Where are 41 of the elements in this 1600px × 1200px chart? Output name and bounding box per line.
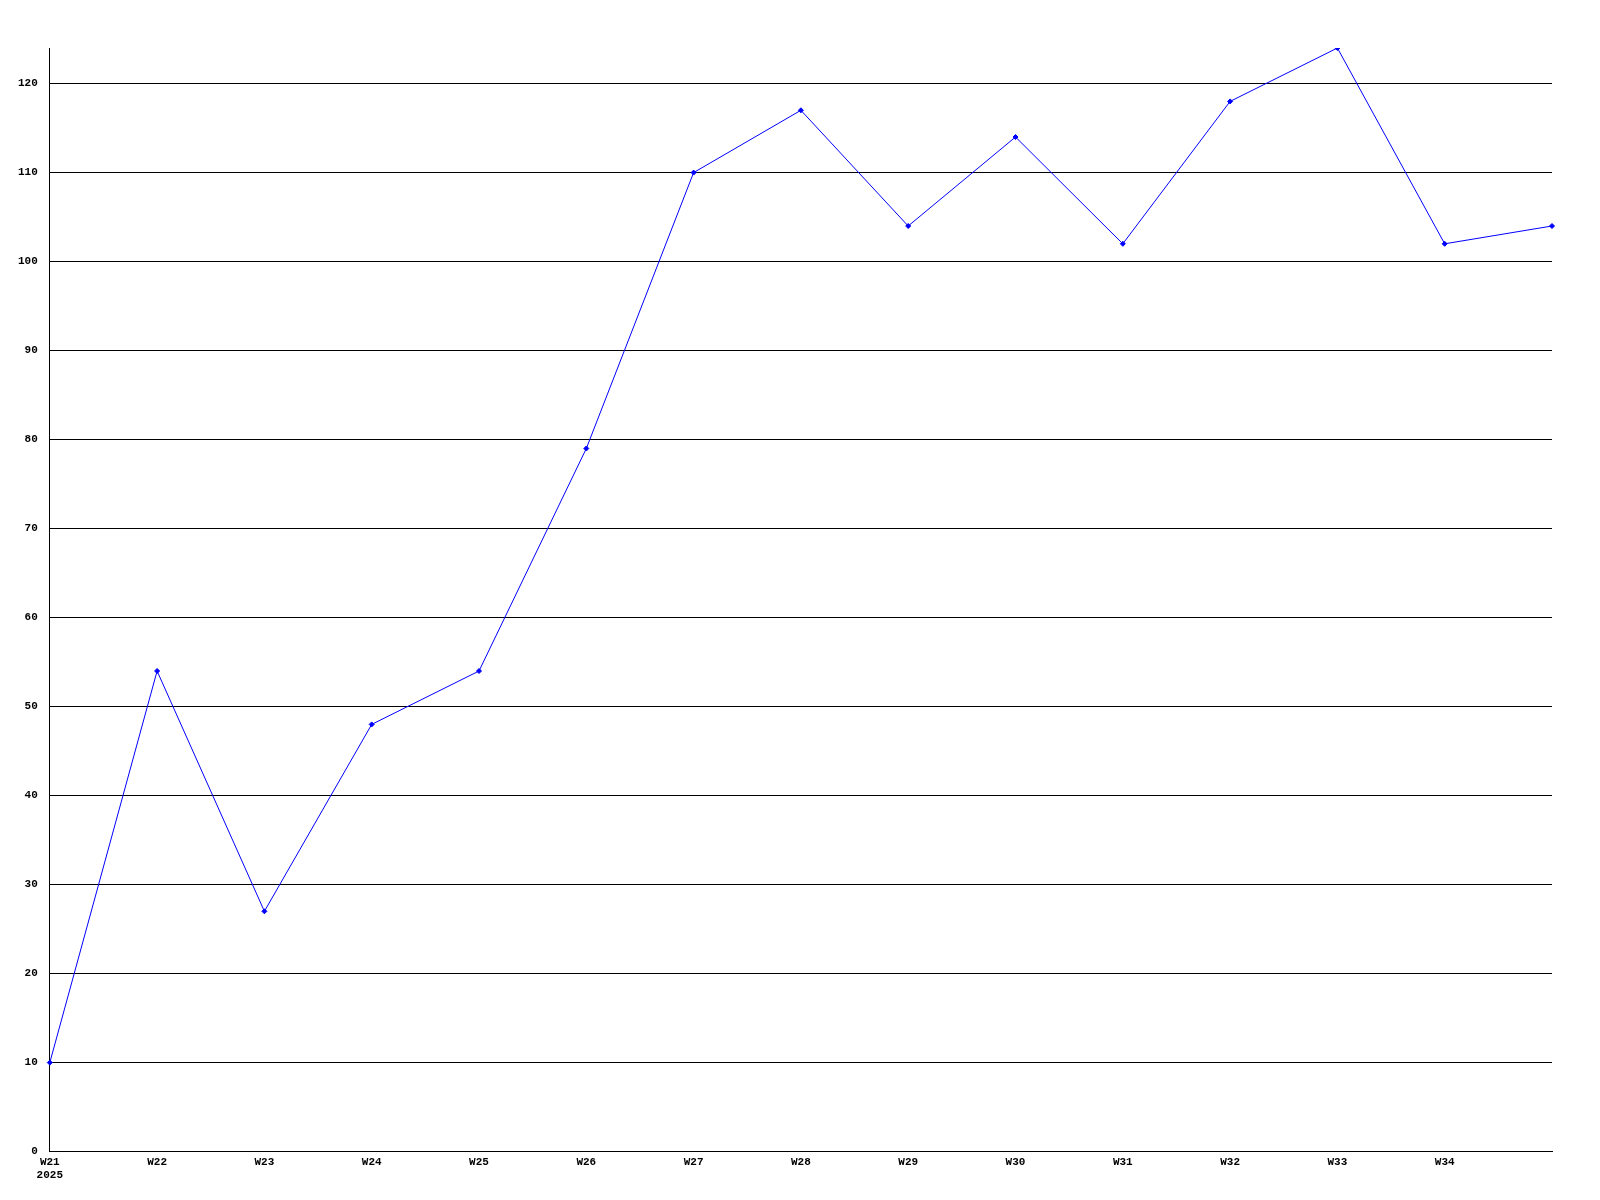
y-tick-label: 40 [24, 789, 38, 802]
point [368, 721, 375, 728]
y-tick-label: 60 [24, 611, 38, 624]
point [1119, 240, 1126, 247]
point [476, 668, 482, 674]
y-tick-label: 10 [24, 1056, 38, 1069]
y-tick-label: 70 [24, 522, 38, 535]
y-tick-label: 50 [24, 700, 38, 713]
y-tick-label: 20 [24, 967, 38, 980]
x-tick-label: W27 [683, 1155, 704, 1168]
y-tick-label: 0 [31, 1145, 38, 1158]
y-tick-label: 100 [17, 255, 38, 268]
point [154, 668, 161, 674]
point [1227, 98, 1234, 105]
point [1549, 223, 1555, 229]
point [1441, 240, 1448, 247]
x-tick-label: W24 [361, 1155, 382, 1168]
point [583, 445, 590, 452]
x-tick-label: W26 [576, 1155, 597, 1168]
x-tick-label: W23 [254, 1155, 275, 1168]
x-tick-label: W25 [469, 1155, 490, 1168]
point [261, 908, 268, 915]
y-tick-label: 90 [24, 344, 38, 357]
x-tick-label: W22 [147, 1155, 168, 1168]
point [1012, 134, 1019, 140]
x-tick-label: W30 [1005, 1155, 1026, 1168]
y-tick-label: 110 [17, 166, 38, 179]
point [46, 1059, 53, 1066]
x-tick-label: W32 [1220, 1155, 1241, 1168]
point [905, 223, 912, 229]
y-tick-label: 80 [24, 433, 38, 446]
x-tick-label: W21 2025 [36, 1155, 64, 1182]
point [690, 169, 697, 176]
x-tick-label: W31 [1112, 1155, 1134, 1168]
y-tick-label: 30 [24, 878, 38, 891]
x-tick-label: W29 [898, 1155, 919, 1168]
y-tick-label: 120 [17, 77, 38, 90]
x-tick-label: W34 [1434, 1155, 1455, 1168]
point [797, 107, 804, 114]
x-tick-label: W33 [1327, 1155, 1348, 1168]
x-tick-label: W28 [791, 1155, 812, 1168]
